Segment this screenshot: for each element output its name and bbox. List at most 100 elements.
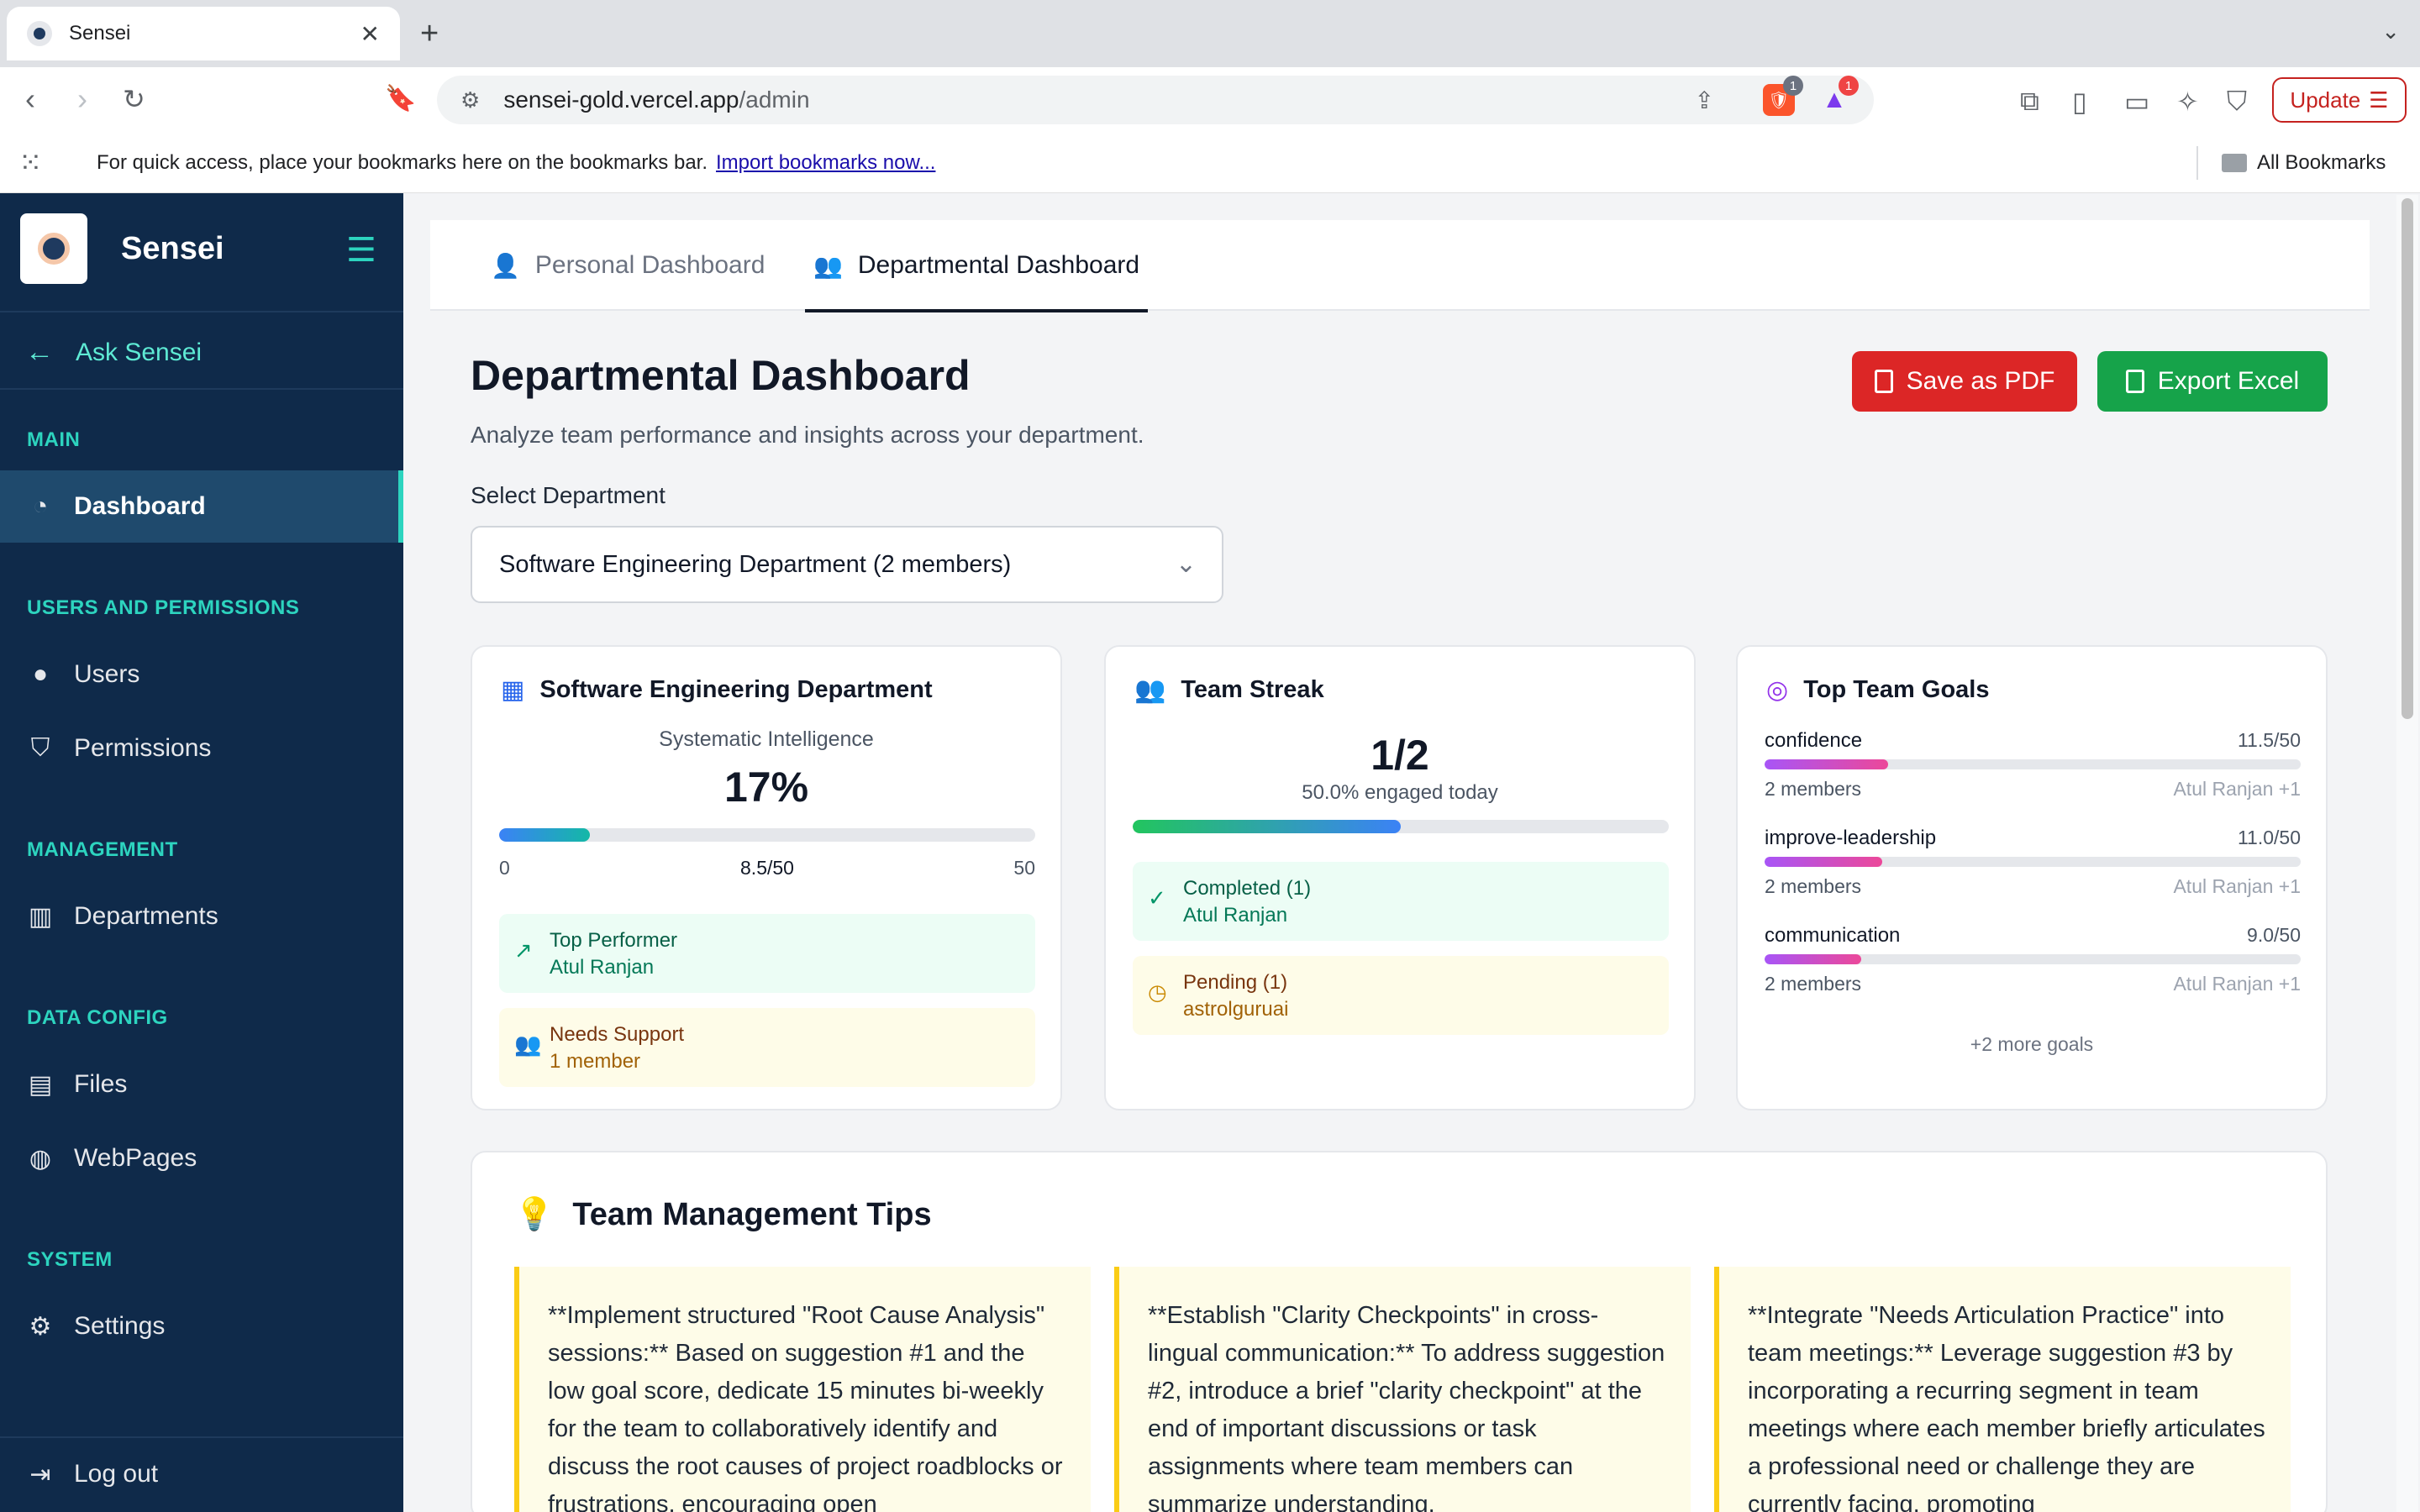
streak-progress-bar [1133,820,1669,833]
export-excel-button[interactable]: Export Excel [2097,351,2328,412]
pdf-file-icon [1874,370,1893,393]
ask-sensei-link[interactable]: ← Ask Sensei [25,336,203,368]
needs-support-box: 👥 Needs Support 1 member [499,1008,1035,1087]
section-users-permissions: USERS AND PERMISSIONS [27,596,300,619]
dashboard-tabs: 👤 Personal Dashboard 👥 Departmental Dash… [430,220,2370,312]
import-bookmarks-link[interactable]: Import bookmarks now... [716,151,936,174]
sidebar-divider [0,1436,403,1438]
bookmarks-message: For quick access, place your bookmarks h… [97,151,936,174]
extensions-icon[interactable]: ⧉ [2020,86,2039,116]
sidebar: Sensei ☰ ← Ask Sensei MAIN ◔ Dashboard U… [0,193,403,1512]
sidebar-item-users[interactable]: ● Users [0,638,403,711]
sensei-logo [20,213,87,284]
section-system: SYSTEM [27,1248,113,1271]
streak-ratio: 1/2 [1370,732,1429,779]
hamburger-menu-icon[interactable]: ☰ [346,232,376,269]
page-subtitle: Analyze team performance and insights ac… [471,422,1144,448]
chevron-down-icon: ⌄ [1175,550,1197,578]
completed-box: ✓ Completed (1) Atul Ranjan [1133,862,1669,941]
streak-progress-fill [1133,820,1401,833]
all-bookmarks-button[interactable]: All Bookmarks [2222,151,2386,175]
selected-department: Software Engineering Department (2 membe… [499,550,1012,578]
leo-ai-icon[interactable]: ✧ [2176,87,2199,117]
users-icon: 👥 [514,1032,542,1057]
goal-progress-fill [1765,857,1883,867]
vpn-icon[interactable]: ⛉ [2227,86,2248,116]
arrow-left-icon: ← [25,336,54,368]
metric-scale: 0 8.5/50 50 [499,857,1035,879]
tab-personal-dashboard[interactable]: 👤 Personal Dashboard [491,251,765,279]
new-tab-icon[interactable]: + [420,16,439,51]
top-performer-box: ↗ Top Performer Atul Ranjan [499,914,1035,993]
section-management: MANAGEMENT [27,838,178,861]
sidebar-item-departments[interactable]: ▥ Departments [28,902,218,931]
metric-label: Systematic Intelligence [659,727,874,751]
scale-min: 0 [499,857,510,879]
building-icon: ▥ [28,902,53,931]
tab-search-chevron-icon[interactable]: ⌄ [2381,18,2400,44]
sensei-favicon-icon [27,21,52,46]
brand-name: Sensei [121,230,224,266]
goal-progress-fill [1765,759,1888,769]
apps-grid-icon[interactable]: ⁙ [18,147,43,179]
team-management-tips: 💡 Team Management Tips **Implement struc… [471,1151,2328,1512]
tips-header: 💡 Team Management Tips [514,1196,932,1233]
forward-icon[interactable]: › [77,81,87,116]
team-streak-header: 👥 Team Streak [1134,676,1324,704]
sidebar-item-webpages[interactable]: ◍ WebPages [0,1122,403,1194]
scrollbar-thumb[interactable] [2402,198,2413,719]
user-icon: ● [32,660,49,688]
tip-card: **Implement structured "Root Cause Analy… [514,1267,1091,1512]
address-bar[interactable]: ⚙ sensei-gold.vercel.app/admin ⇪ 🛡 1 ▲ 1 [437,76,1874,124]
sidebar-item-dashboard[interactable]: ◔ Dashboard [0,470,403,543]
sidebar-item-files[interactable]: ▤ Files [28,1070,128,1099]
top-team-goals-header: ◎ Top Team Goals [1766,676,1990,704]
page-scrollbar[interactable] [2396,195,2418,1512]
sidebar-item-settings[interactable]: ⚙ Settings [0,1290,403,1362]
brave-rewards-icon[interactable]: ▲ 1 [1818,76,1859,116]
browser-toolbar: ‹ › ↻ 🔖 ⚙ sensei-gold.vercel.app/admin ⇪… [0,67,2420,133]
page-title: Departmental Dashboard [471,352,971,399]
logout-icon: ⇥ [29,1460,51,1488]
share-icon[interactable]: ⇪ [1694,87,1714,113]
department-card-header: ▦ Software Engineering Department [501,676,933,704]
more-goals-link[interactable]: +2 more goals [1970,1033,2094,1055]
bookmark-icon[interactable]: 🔖 [385,85,417,113]
save-as-pdf-button[interactable]: Save as PDF [1852,351,2077,412]
check-circle-icon: ✓ [1148,885,1166,911]
tip-card: **Establish "Clarity Checkpoints" in cro… [1114,1267,1691,1512]
update-button[interactable]: Update ☰ [2272,77,2407,123]
spreadsheet-file-icon [2125,370,2144,393]
scale-max: 50 [1013,857,1035,879]
streak-engaged: 50.0% engaged today [1302,781,1498,804]
metric-percent: 17% [723,764,809,811]
sidebar-item-permissions[interactable]: ⛉ Permissions [0,712,403,785]
bookmarks-bar: ⁙ For quick access, place your bookmarks… [0,133,2420,193]
building-outline-icon: ▦ [501,676,525,704]
menu-icon: ☰ [2369,87,2389,113]
brand[interactable]: Sensei [20,213,224,284]
sidebar-toggle-icon[interactable]: ▯ [2072,87,2087,117]
section-main: MAIN [27,428,81,451]
target-icon: ◎ [1766,676,1789,704]
browser-tab[interactable]: Sensei ✕ [7,7,400,60]
department-select[interactable]: Software Engineering Department (2 membe… [471,526,1223,603]
tab-departmental-dashboard[interactable]: 👥 Departmental Dashboard [804,220,1149,312]
select-department-label: Select Department [471,482,666,508]
department-card: ▦ Software Engineering Department System… [471,645,1062,1110]
close-tab-icon[interactable]: ✕ [360,20,380,47]
back-icon[interactable]: ‹ [25,81,35,116]
users-icon: 👥 [1134,676,1166,704]
site-settings-icon[interactable]: ⚙ [460,87,481,113]
tip-card: **Integrate "Needs Articulation Practice… [1714,1267,2291,1512]
section-data-config: DATA CONFIG [27,1006,168,1029]
wallet-icon[interactable]: ▭ [2124,87,2150,117]
brave-shields-icon[interactable]: 🛡 1 [1763,76,1803,116]
users-outline-icon: 👥 [813,252,843,279]
top-team-goals-card: ◎ Top Team Goals confidence 11.5/50 2 me… [1736,645,2328,1110]
metric-progress-bar [499,828,1035,842]
scale-value: 8.5/50 [740,857,794,879]
gear-icon: ⚙ [29,1312,52,1341]
sidebar-item-logout[interactable]: ⇥ Log out [0,1438,403,1510]
reload-icon[interactable]: ↻ [123,84,145,114]
